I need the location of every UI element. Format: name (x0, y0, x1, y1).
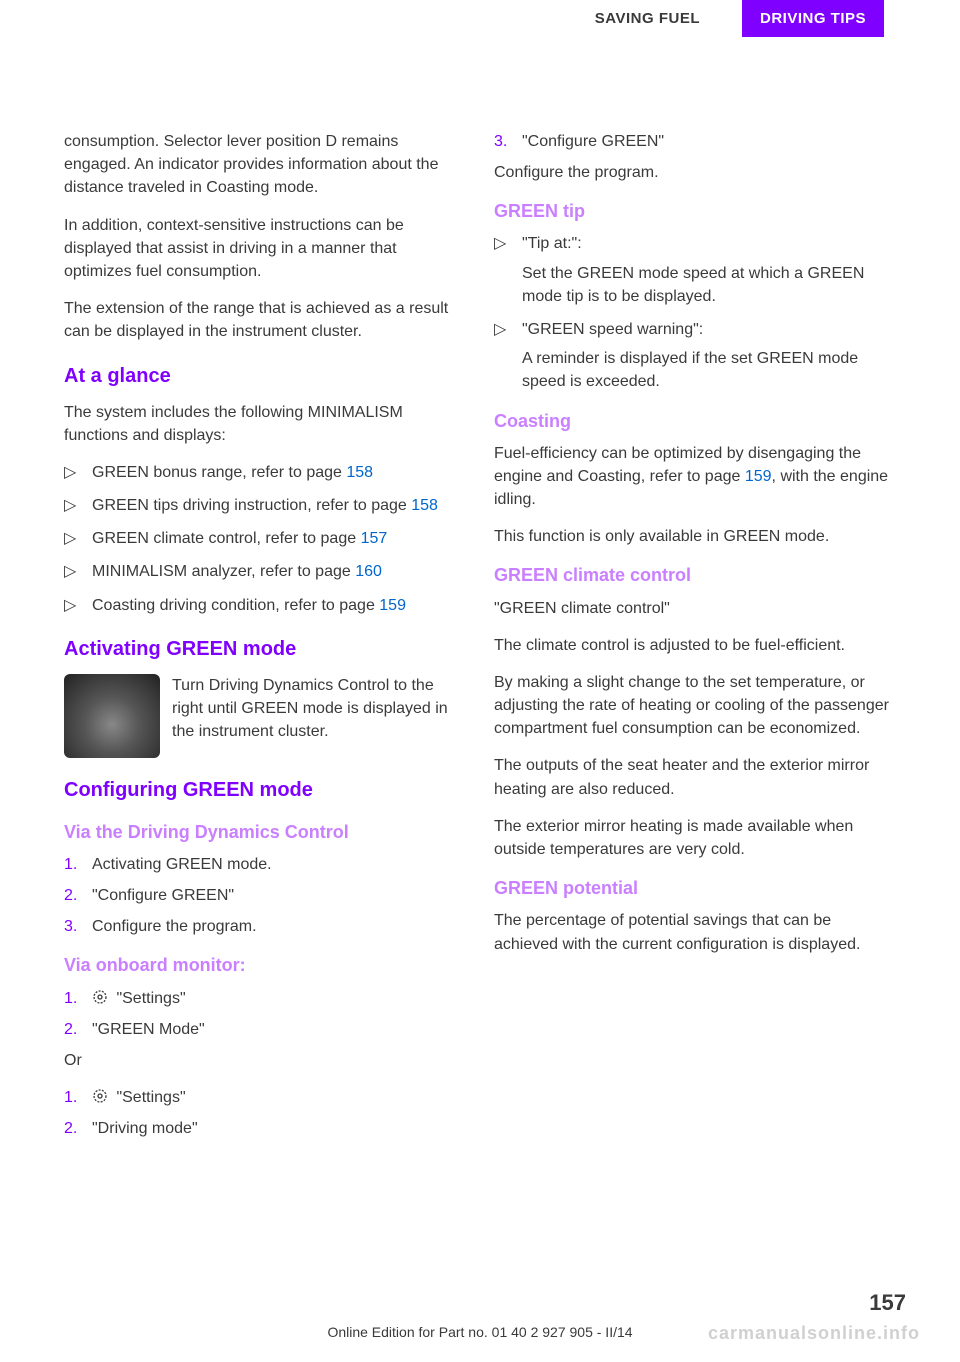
step-number: 3. (494, 130, 522, 153)
list-item: 2."Configure GREEN" (64, 884, 466, 907)
list-item: 3."Configure GREEN" (494, 130, 896, 153)
bullet-icon: ▷ (64, 494, 92, 517)
list-item-text: GREEN bonus range, refer to page 158 (92, 461, 466, 484)
page-link[interactable]: 159 (745, 468, 772, 485)
heading-activating-green: Activating GREEN mode (64, 635, 466, 664)
heading-configuring-green: Configuring GREEN mode (64, 776, 466, 805)
body-text: consumption. Selector lever position D r… (64, 130, 466, 200)
text: MINIMALISM analyzer, refer to page (92, 563, 355, 580)
left-column: consumption. Selector lever position D r… (64, 130, 466, 1149)
list-item: 1. "Settings" (64, 1086, 466, 1109)
page-link[interactable]: 158 (411, 497, 438, 514)
step-text: "Configure GREEN" (522, 130, 896, 153)
list-item: ▷ GREEN tips driving instruction, refer … (64, 494, 466, 517)
step-number: 2. (64, 1018, 92, 1041)
page-link[interactable]: 158 (346, 464, 373, 481)
body-text: "GREEN climate control" (494, 597, 896, 620)
list-item-text: Coasting driving condition, refer to pag… (92, 594, 466, 617)
step-text: Activating GREEN mode. (92, 853, 466, 876)
step-number: 1. (64, 853, 92, 876)
heading-at-a-glance: At a glance (64, 362, 466, 391)
body-text: The system includes the following MINIMA… (64, 401, 466, 447)
list-item-text: GREEN climate control, refer to page 157 (92, 527, 466, 550)
text: "Tip at:": (522, 232, 896, 255)
subheading-via-ddc: Via the Driving Dynamics Control (64, 819, 466, 845)
list-item: 3.Configure the program. (64, 915, 466, 938)
subheading-coasting: Coasting (494, 408, 896, 434)
right-column: 3."Configure GREEN" Configure the progra… (494, 130, 896, 1149)
image-text-block: Turn Driving Dynamics Control to the rig… (64, 674, 466, 758)
body-text: In addition, context-sensitive instructi… (64, 214, 466, 284)
header-section-label: SAVING FUEL (595, 10, 700, 27)
list-item: 2."GREEN Mode" (64, 1018, 466, 1041)
step-text: "Settings" (92, 1086, 466, 1109)
header-tab: DRIVING TIPS (742, 0, 884, 37)
step-number: 2. (64, 1117, 92, 1140)
page-link[interactable]: 159 (379, 597, 406, 614)
body-text: The exterior mirror heating is made avai… (494, 815, 896, 861)
body-text: The outputs of the seat heater and the e… (494, 754, 896, 800)
text: "Settings" (116, 990, 185, 1007)
text: A reminder is displayed if the set GREEN… (522, 347, 896, 393)
body-text: Fuel-efficiency can be optimized by dise… (494, 442, 896, 512)
subheading-green-climate: GREEN climate control (494, 562, 896, 588)
step-number: 1. (64, 987, 92, 1010)
list-item: 2."Driving mode" (64, 1117, 466, 1140)
step-text: "Driving mode" (92, 1117, 466, 1140)
step-text: "GREEN Mode" (92, 1018, 466, 1041)
text: GREEN bonus range, refer to page (92, 464, 346, 481)
gear-icon (92, 1088, 108, 1104)
list-item: 1. "Settings" (64, 987, 466, 1010)
list-item-text: MINIMALISM analyzer, refer to page 160 (92, 560, 466, 583)
body-text: Configure the program. (494, 161, 896, 184)
body-text: The climate control is adjusted to be fu… (494, 634, 896, 657)
page-link[interactable]: 157 (361, 530, 388, 547)
page-content: consumption. Selector lever position D r… (64, 130, 896, 1149)
page-number: 157 (869, 1290, 906, 1316)
bullet-icon: ▷ (64, 527, 92, 550)
list-item: ▷ "Tip at:": Set the GREEN mode speed at… (494, 232, 896, 308)
subheading-green-tip: GREEN tip (494, 198, 896, 224)
text: GREEN tips driving instruction, refer to… (92, 497, 411, 514)
bullet-icon: ▷ (64, 594, 92, 617)
body-text: This function is only available in GREEN… (494, 525, 896, 548)
text: GREEN climate control, refer to page (92, 530, 361, 547)
step-number: 2. (64, 884, 92, 907)
step-text: Configure the program. (92, 915, 466, 938)
list-item-text: "GREEN speed warning": A reminder is dis… (522, 318, 896, 394)
body-text: By making a slight change to the set tem… (494, 671, 896, 741)
bullet-icon: ▷ (64, 560, 92, 583)
subheading-via-monitor: Via onboard monitor: (64, 952, 466, 978)
gear-icon (92, 989, 108, 1005)
text: Coasting driving condition, refer to pag… (92, 597, 379, 614)
body-text: The extension of the range that is achie… (64, 297, 466, 343)
subheading-green-potential: GREEN potential (494, 875, 896, 901)
text: Set the GREEN mode speed at which a GREE… (522, 262, 896, 308)
step-text: "Settings" (92, 987, 466, 1010)
step-number: 3. (64, 915, 92, 938)
bullet-icon: ▷ (494, 318, 522, 394)
list-item: ▷ "GREEN speed warning": A reminder is d… (494, 318, 896, 394)
list-item: ▷ GREEN climate control, refer to page 1… (64, 527, 466, 550)
list-item-text: "Tip at:": Set the GREEN mode speed at w… (522, 232, 896, 308)
step-text: "Configure GREEN" (92, 884, 466, 907)
page-link[interactable]: 160 (355, 563, 382, 580)
body-text: The percentage of potential savings that… (494, 909, 896, 955)
bullet-icon: ▷ (494, 232, 522, 308)
step-number: 1. (64, 1086, 92, 1109)
text: "Settings" (116, 1089, 185, 1106)
list-item: ▷ Coasting driving condition, refer to p… (64, 594, 466, 617)
list-item: 1.Activating GREEN mode. (64, 853, 466, 876)
text: "GREEN speed warning": (522, 318, 896, 341)
list-item: ▷ MINIMALISM analyzer, refer to page 160 (64, 560, 466, 583)
list-item-text: GREEN tips driving instruction, refer to… (92, 494, 466, 517)
driving-dynamics-dial-image (64, 674, 160, 758)
body-text: Turn Driving Dynamics Control to the rig… (172, 674, 466, 758)
bullet-icon: ▷ (64, 461, 92, 484)
list-item: ▷ GREEN bonus range, refer to page 158 (64, 461, 466, 484)
body-text: Or (64, 1049, 466, 1072)
watermark: carmanualsonline.info (708, 1323, 920, 1344)
